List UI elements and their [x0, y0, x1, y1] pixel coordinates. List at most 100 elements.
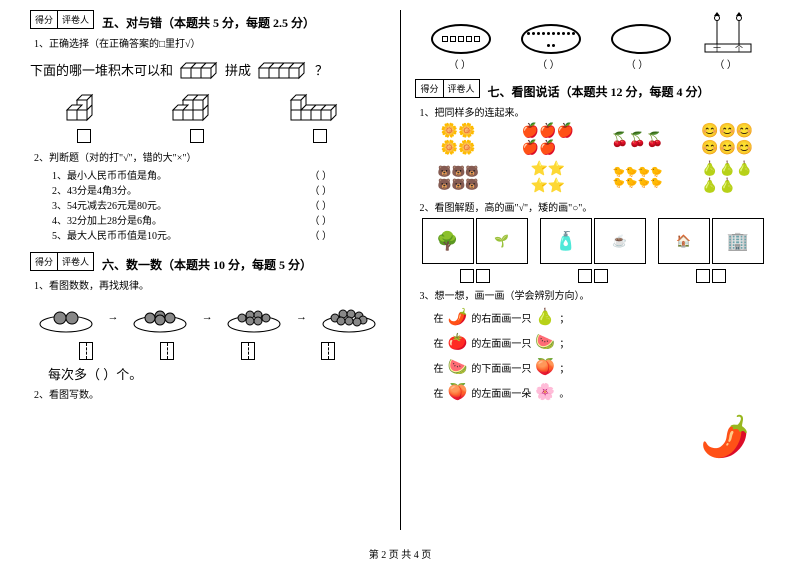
- checkbox[interactable]: [460, 269, 474, 283]
- answer-box[interactable]: [160, 342, 174, 360]
- svg-text:十: 十: [713, 43, 721, 53]
- ellipse-dots-icon: [521, 24, 581, 54]
- answer-box[interactable]: [241, 342, 255, 360]
- shape-row: 十 个: [415, 10, 770, 54]
- left-column: 得分 评卷人 五、对与错（本题共 5 分，每题 2.5 分） 1、正确选择（在正…: [20, 10, 395, 540]
- plate-boxes: [30, 342, 385, 360]
- cube-option-2: [167, 88, 227, 143]
- building-icon: 🏢: [712, 218, 764, 264]
- s6-q1: 1、看图数数，再找规律。: [34, 277, 385, 292]
- match-grid-top: 🌼🌼🌼🌼 🍎🍎🍎🍎🍎 🍒🍒🍒 😊😊😊😊😊😊: [415, 123, 770, 157]
- checkbox[interactable]: [190, 129, 204, 143]
- cube-option-1: [59, 88, 109, 143]
- s5-q1-prompt: 下面的哪一堆积木可以和 拼成 ？: [30, 56, 385, 82]
- tall-tree-icon: 🌳: [422, 218, 474, 264]
- arrow-icon: →: [202, 311, 213, 323]
- answer-box[interactable]: [321, 342, 335, 360]
- draw-row-1: 在 🌶️ 的右面画一只 🍐 ；: [433, 307, 770, 327]
- section6-head: 得分 评卷人 六、数一数（本题共 10 分，每题 5 分）: [30, 252, 385, 273]
- s5-item-5: 5、最大人民币币值是10元。（ ）: [52, 227, 332, 242]
- score-box: 得分 评卷人: [30, 252, 94, 271]
- score-label: 得分: [416, 80, 443, 97]
- cube-option-3: [285, 88, 355, 143]
- arrow-icon: →: [107, 311, 118, 323]
- answer-box[interactable]: [79, 342, 93, 360]
- plate-4-icon: [319, 300, 379, 334]
- watermelon-icon: 🍉: [447, 357, 467, 377]
- house-icon: 🏠: [658, 218, 710, 264]
- score-label: 得分: [31, 11, 58, 28]
- paren[interactable]: （ ）: [714, 56, 737, 71]
- section5-title: 五、对与错（本题共 5 分，每题 2.5 分）: [102, 14, 315, 31]
- grader-label: 评卷人: [58, 253, 93, 270]
- score-box: 得分 评卷人: [30, 10, 94, 29]
- smiles-icon: 😊😊😊😊😊😊: [684, 123, 770, 157]
- s5-item-2: 2、43分是4角3分。（ ）: [52, 182, 332, 197]
- cube-opt3-icon: [285, 88, 355, 126]
- checkbox[interactable]: [77, 129, 91, 143]
- pears-icon: 🍐🍐🍐🍐🍐: [684, 161, 770, 195]
- s5-q1: 1、正确选择（在正确答案的□里打√）: [34, 35, 385, 50]
- paren[interactable]: （ ）: [537, 56, 560, 71]
- section5-head: 得分 评卷人 五、对与错（本题共 5 分，每题 2.5 分）: [30, 10, 385, 31]
- arrow-icon: →: [296, 311, 307, 323]
- checkbox[interactable]: [578, 269, 592, 283]
- peach-icon: 🍑: [447, 382, 467, 402]
- prompt-a: 下面的哪一堆积木可以和: [30, 60, 173, 79]
- score-label: 得分: [31, 253, 58, 270]
- page: 得分 评卷人 五、对与错（本题共 5 分，每题 2.5 分） 1、正确选择（在正…: [0, 0, 800, 540]
- plates-row: → → →: [30, 300, 385, 334]
- grader-label: 评卷人: [444, 80, 479, 97]
- draw-row-3: 在 🍉 的下面画一只 🍑 ；: [433, 357, 770, 377]
- ellipse-empty-icon: [611, 24, 671, 54]
- grader-label: 评卷人: [58, 11, 93, 28]
- thermos-icon: 🧴: [540, 218, 592, 264]
- short-tree-icon: 🌱: [476, 218, 528, 264]
- paren[interactable]: （ ）: [626, 56, 649, 71]
- checkbox[interactable]: [696, 269, 710, 283]
- frame-row: 🌳 🌱 🧴 ☕ 🏠 🏢: [415, 218, 770, 283]
- draw-row-4: 在 🍑 的左面画一朵 🌸 。: [433, 382, 770, 402]
- cube-icon: [177, 56, 221, 82]
- tomato-icon: 🍅: [447, 332, 467, 352]
- right-column: 十 个 （ ） （ ） （ ） （ ） 得分 评卷人 七、看图说话（本题共 12…: [405, 10, 780, 540]
- column-divider: [400, 10, 401, 530]
- plate-1-icon: [36, 300, 96, 334]
- stars-icon: ⭐⭐⭐⭐: [505, 161, 591, 195]
- apples-icon: 🍎🍎🍎🍎🍎: [505, 123, 591, 157]
- s5-item-1: 1、最小人民币币值是角。（ ）: [52, 167, 332, 182]
- match-grid-bottom: 🐻🐻🐻🐻🐻🐻 ⭐⭐⭐⭐ 🐤🐤🐤🐤🐤🐤🐤🐤 🍐🍐🍐🍐🍐: [415, 161, 770, 195]
- abacus-icon: 十 个: [701, 10, 755, 54]
- peach-icon: 🍑: [535, 357, 555, 377]
- bears-icon: 🐻🐻🐻🐻🐻🐻: [415, 161, 501, 195]
- section7-head: 得分 评卷人 七、看图说话（本题共 12 分，每题 4 分）: [415, 79, 770, 100]
- s5-q2: 2、判断题（对的打"√"，错的大"×"）: [34, 149, 385, 164]
- svg-text:个: 个: [735, 44, 743, 53]
- checkbox[interactable]: [712, 269, 726, 283]
- watermelon-icon: 🍉: [535, 332, 555, 352]
- page-footer: 第 2 页 共 4 页: [0, 546, 800, 561]
- score-box: 得分 评卷人: [415, 79, 479, 98]
- s6-q1-bottom: 每次多（ ）个。: [48, 364, 385, 383]
- section6-title: 六、数一数（本题共 10 分，每题 5 分）: [102, 256, 312, 273]
- radish-large-icon: 🌶️: [700, 413, 750, 460]
- plate-3-icon: [224, 300, 284, 334]
- checkbox[interactable]: [313, 129, 327, 143]
- radish-icon: 🌶️: [447, 307, 467, 327]
- ellipse-squares-icon: [431, 24, 491, 54]
- cube-target-icon: [255, 56, 311, 82]
- checkbox[interactable]: [594, 269, 608, 283]
- plate-2-icon: [130, 300, 190, 334]
- paren[interactable]: （ ）: [449, 56, 472, 71]
- cube-options: [30, 88, 385, 143]
- cube-opt1-icon: [59, 88, 109, 126]
- prompt-b: 拼成: [225, 60, 251, 79]
- pear-icon: 🍐: [535, 307, 555, 327]
- cube-opt2-icon: [167, 88, 227, 126]
- draw-row-2: 在 🍅 的左面画一只 🍉 ；: [433, 332, 770, 352]
- s5-item-4: 4、32分加上28分是6角。（ ）: [52, 212, 332, 227]
- s7-q1: 1、把同样多的连起来。: [419, 104, 770, 119]
- flowers-icon: 🌼🌼🌼🌼: [415, 123, 501, 157]
- cherries-icon: 🍒🍒🍒: [595, 123, 681, 157]
- checkbox[interactable]: [476, 269, 490, 283]
